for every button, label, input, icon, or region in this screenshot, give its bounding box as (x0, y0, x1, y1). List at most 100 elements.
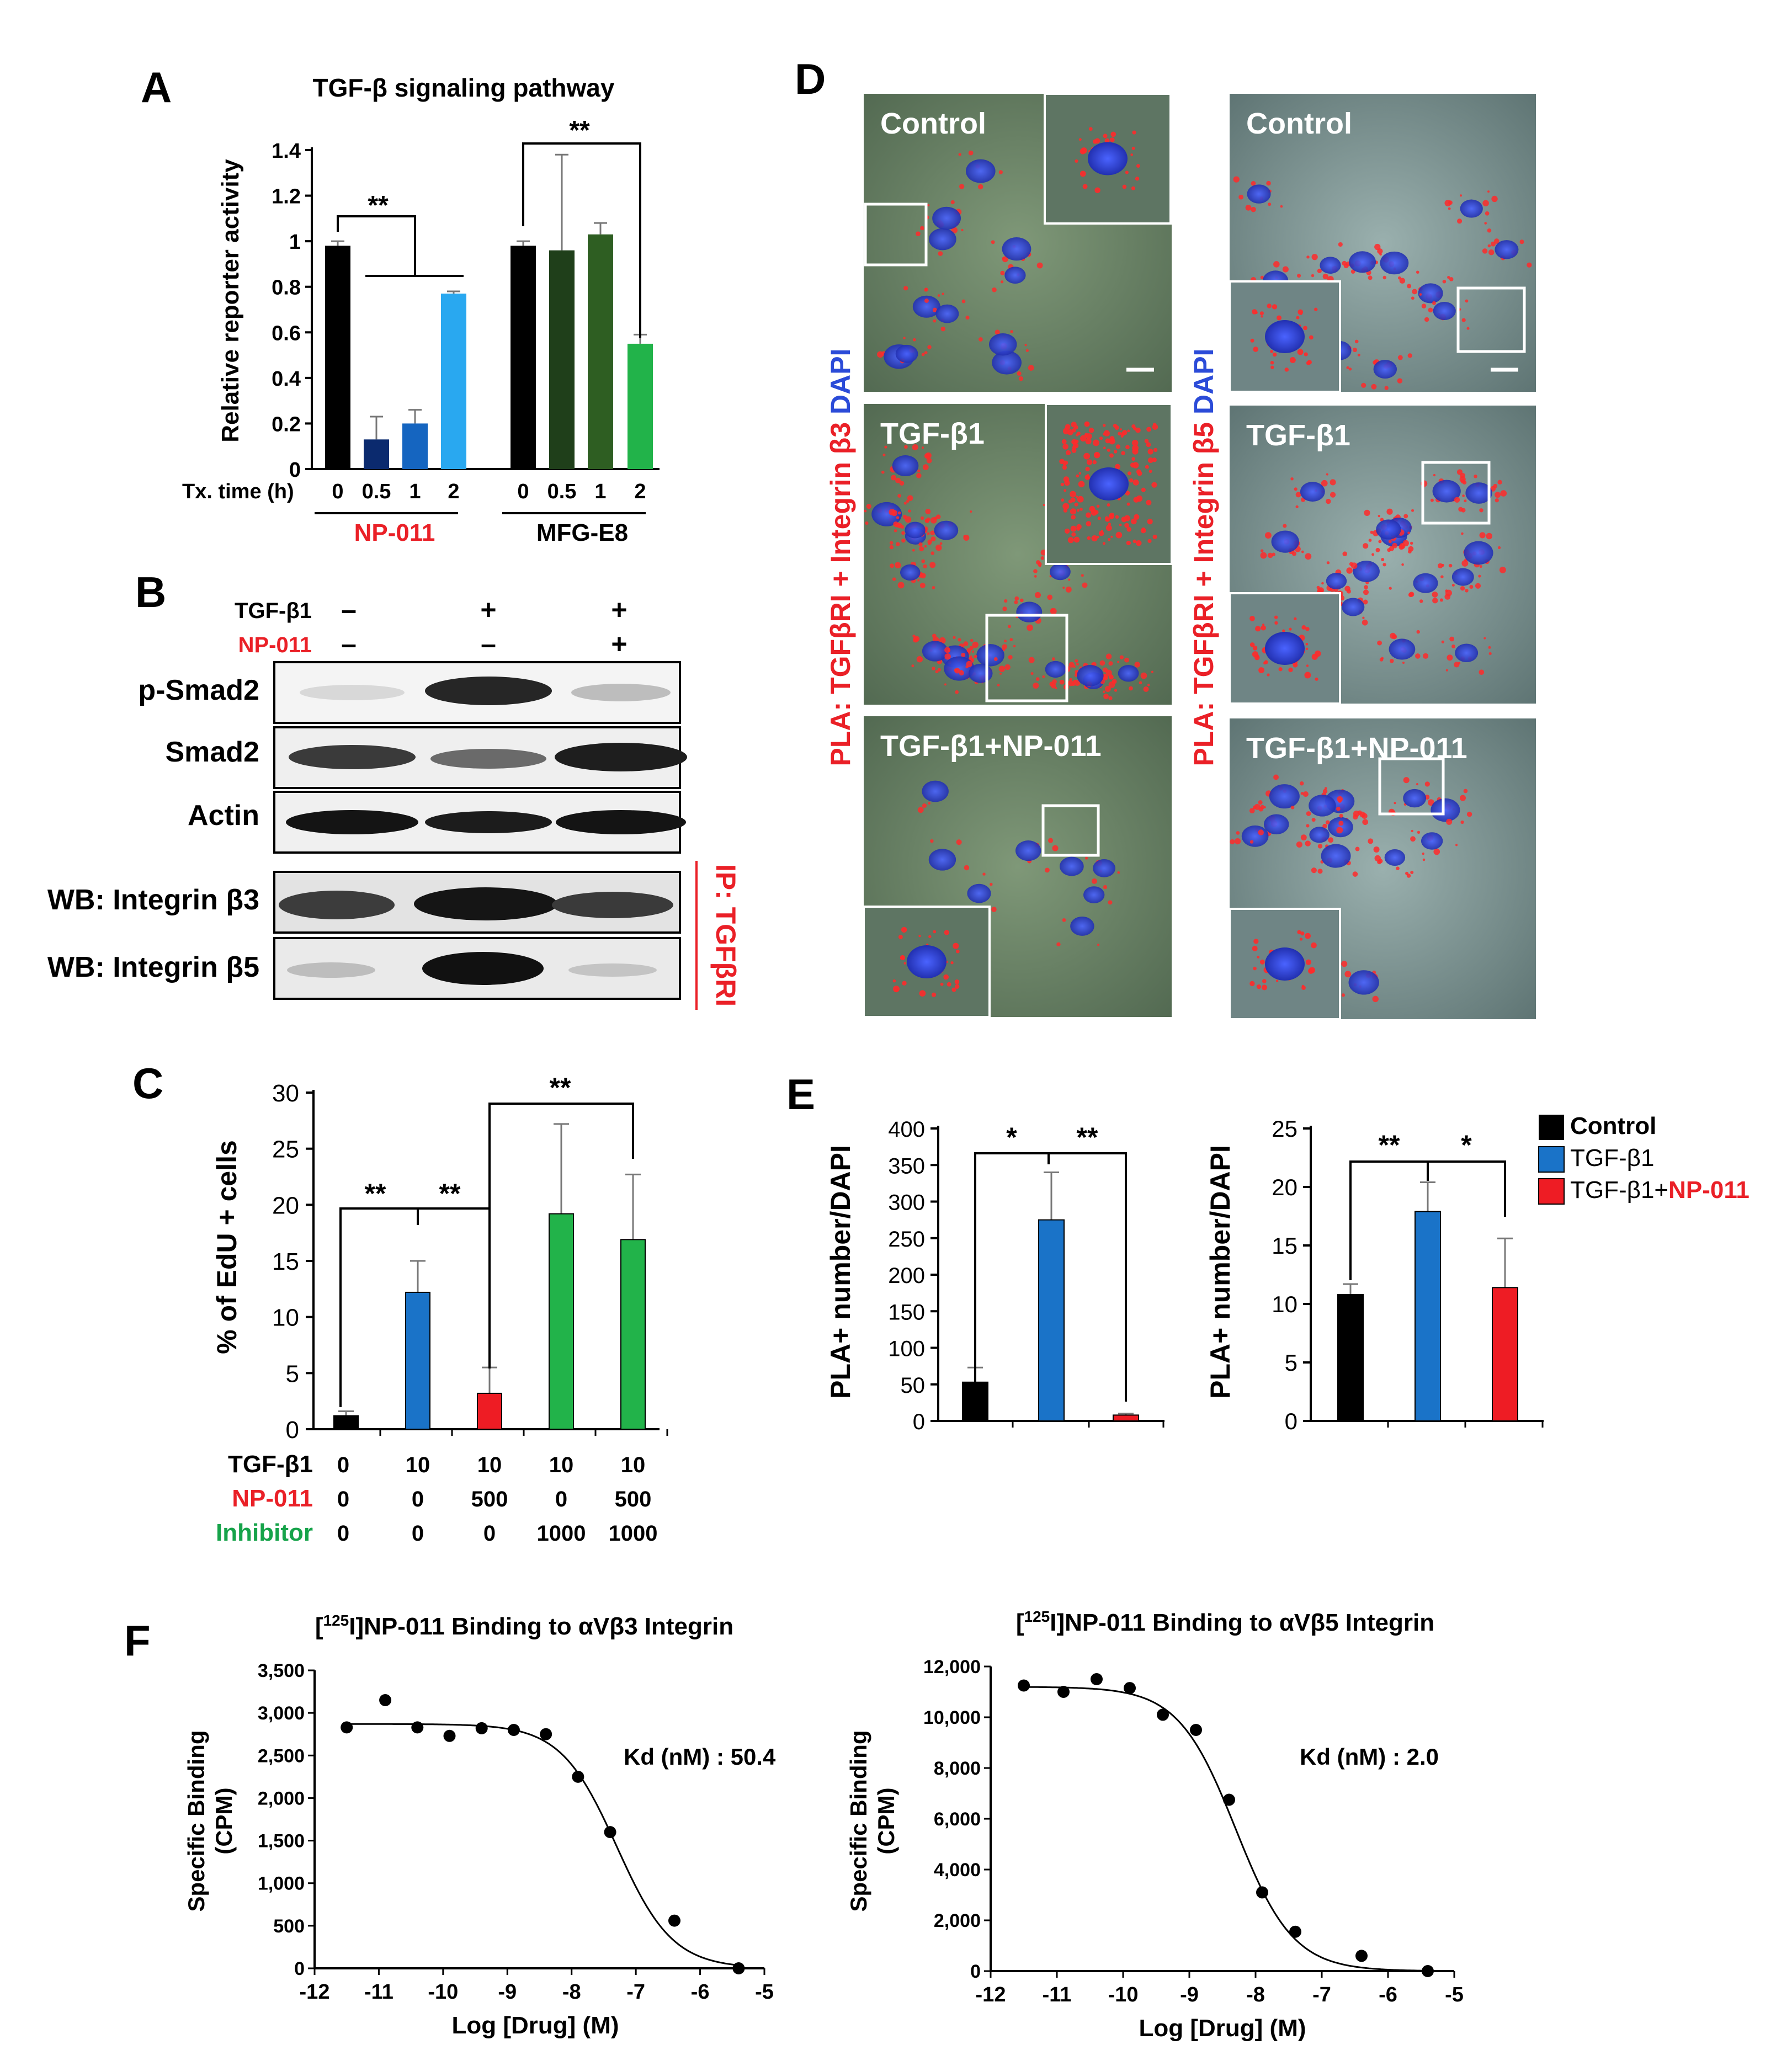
blot-tgf-sign-1: – (341, 594, 357, 625)
pla-dot (954, 668, 958, 672)
pla-dot (1382, 563, 1386, 567)
condition-value: 1000 (609, 1521, 658, 1546)
y-tick-label: 2,500 (258, 1745, 305, 1766)
panel-f-right-chart: 0 2,000 4,000 6,000 8,000 10,000 12,000 -12 -11 -… (923, 1657, 1464, 2006)
pla-dot (1338, 242, 1343, 247)
pla-dot (1134, 662, 1140, 668)
inset-pla-dot (1252, 646, 1258, 651)
inset-pla-dot (1152, 422, 1157, 427)
pla-dot (1028, 657, 1035, 663)
inset-pla-dot (898, 935, 903, 939)
inset-pla-dot (1267, 673, 1270, 677)
pla-dot (1108, 900, 1113, 905)
inset-pla-dot (1282, 629, 1285, 632)
inset-pla-dot (1304, 672, 1311, 679)
inset-pla-dot (1253, 939, 1259, 944)
panel-e-left-sig1-bracket (974, 1152, 1050, 1396)
pla-dot (940, 326, 946, 332)
inset-pla-dot (1076, 524, 1082, 530)
inset-pla-dot (1102, 424, 1106, 427)
pla-dot (1317, 268, 1322, 274)
data-point (1422, 1965, 1434, 1977)
inset-pla-dot (954, 979, 960, 984)
y-tick-label: 8,000 (934, 1758, 981, 1779)
inset-pla-dot (1078, 472, 1082, 475)
pla-dot (889, 563, 894, 568)
micrograph-pane: TGF-β1 (864, 403, 1173, 705)
pla-dot (1410, 541, 1413, 545)
pla-dot (1030, 672, 1034, 675)
inset-pla-dot (1261, 315, 1263, 318)
y-tick-label: 12,000 (923, 1657, 981, 1678)
inset-pla-dot (1075, 159, 1078, 163)
micrograph-label: TGF-β1+NP-011 (880, 730, 1102, 763)
pla-dot (916, 473, 922, 478)
pla-dot (1322, 823, 1327, 829)
pla-dot (1305, 840, 1311, 846)
pla-dot (944, 647, 950, 653)
pla-dot (958, 638, 961, 642)
pla-dot (1447, 275, 1450, 279)
inset-pla-dot (1136, 540, 1142, 546)
pla-dot (970, 638, 974, 642)
dapi-nucleus (922, 641, 948, 662)
pla-dot (930, 551, 935, 555)
pla-dot (935, 514, 941, 519)
pla-dot (1266, 180, 1271, 186)
inset-pla-dot (1119, 428, 1122, 431)
pla-dot (1362, 813, 1368, 819)
inset-pla-dot (1073, 425, 1078, 430)
inset-pla-dot (940, 982, 944, 986)
inset-pla-dot (1148, 470, 1152, 473)
pla-dot (1423, 653, 1429, 659)
pla-dot (1364, 509, 1370, 516)
pla-dot (1055, 687, 1057, 690)
pla-dot (882, 453, 886, 457)
pla-dot (927, 345, 932, 349)
pla-dot (1251, 181, 1256, 186)
panel-f-right-ylabel-1: Specific Binding (846, 1730, 871, 1911)
inset-pla-dot (1108, 514, 1114, 520)
pla-dot (930, 839, 934, 843)
pla-dot (912, 338, 916, 342)
y-tick-label: 1,500 (258, 1831, 305, 1852)
pla-dot (1390, 659, 1394, 663)
pla-dot (1527, 262, 1532, 268)
pla-dot (1238, 194, 1244, 200)
dapi-nucleus (1321, 844, 1351, 868)
inset-pla-dot (1294, 617, 1297, 621)
pla-dot (1317, 869, 1323, 874)
pla-dot (1344, 971, 1352, 978)
inset-pla-dot (1146, 442, 1151, 448)
inset-pla-dot (1298, 309, 1304, 315)
y-tick-label: 0.4 (272, 368, 301, 391)
inset-pla-dot (1108, 523, 1112, 526)
dapi-nucleus (1309, 827, 1330, 843)
inset-pla-dot (1305, 642, 1309, 646)
panel-e-right-sig2: * (1461, 1130, 1472, 1160)
pla-dot (1008, 655, 1013, 660)
panel-a-sig2-bracket (522, 142, 641, 338)
inset-pla-dot (1078, 138, 1082, 141)
pla-dot (944, 653, 951, 660)
pla-dot (944, 683, 946, 686)
pla-dot (1322, 273, 1328, 280)
pla-dot (899, 481, 905, 486)
pla-dot (1295, 505, 1299, 508)
pla-dot (1347, 589, 1351, 594)
inset-pla-dot (1088, 428, 1094, 433)
inset-pla-dot (1305, 959, 1312, 965)
pla-dot (1290, 806, 1295, 810)
panel-d: D PLA: TGFβRI + Integrin β3 DAPI PLA: TG… (795, 55, 1536, 1020)
bar (325, 246, 350, 469)
inset-pla-dot (1104, 138, 1110, 143)
dapi-nucleus (1465, 482, 1492, 504)
dapi-nucleus (976, 644, 1004, 667)
panel-a-ylabel: Relative reporter activity (217, 159, 244, 443)
dapi-nucleus (1342, 598, 1365, 616)
pla-dot (1495, 492, 1501, 498)
condition-value: 10 (406, 1453, 430, 1477)
dapi-nucleus (1271, 530, 1299, 553)
pla-dot (1268, 203, 1272, 206)
pla-dot (961, 652, 966, 657)
